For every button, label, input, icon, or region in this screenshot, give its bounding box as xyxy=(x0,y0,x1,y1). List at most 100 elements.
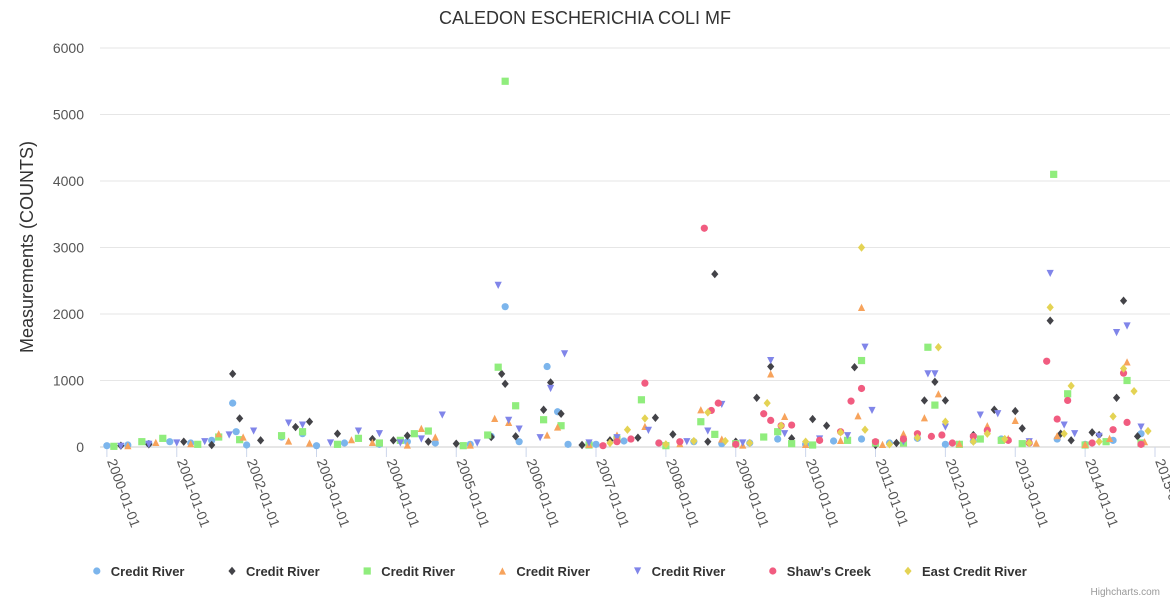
data-point xyxy=(540,416,548,424)
data-point xyxy=(704,437,712,446)
data-point xyxy=(721,436,729,446)
data-point xyxy=(501,379,509,389)
data-point xyxy=(781,412,789,421)
data-point xyxy=(767,416,775,424)
data-point xyxy=(714,399,722,407)
data-point xyxy=(861,425,869,434)
data-point xyxy=(920,396,929,405)
series-2 xyxy=(110,77,1145,450)
data-point xyxy=(1067,381,1075,391)
data-point xyxy=(857,435,866,443)
data-point xyxy=(1046,269,1054,278)
data-point xyxy=(920,414,929,422)
data-point xyxy=(236,436,244,444)
data-point xyxy=(208,436,216,444)
data-point xyxy=(431,433,439,441)
data-point xyxy=(452,439,460,448)
data-point xyxy=(1137,440,1145,448)
data-point xyxy=(641,414,649,423)
legend-item-1[interactable]: Credit River xyxy=(228,564,320,579)
data-point xyxy=(505,416,513,424)
series-5 xyxy=(599,224,1145,450)
data-point xyxy=(746,438,754,448)
data-point xyxy=(229,369,237,379)
legend-label: Credit River xyxy=(381,564,455,579)
legend-item-0[interactable]: Credit River xyxy=(93,564,185,579)
data-point xyxy=(546,378,555,387)
data-point xyxy=(1064,396,1072,405)
data-point xyxy=(173,439,181,447)
legend-symbol xyxy=(228,566,236,576)
data-point xyxy=(857,384,866,393)
data-point xyxy=(997,436,1005,444)
data-point xyxy=(1133,432,1142,441)
data-point xyxy=(201,438,209,446)
data-point xyxy=(354,427,363,435)
data-point xyxy=(494,363,502,371)
y-tick-label: 3000 xyxy=(53,240,84,256)
data-point xyxy=(994,410,1002,418)
data-point xyxy=(1032,439,1040,447)
data-point xyxy=(627,435,635,443)
data-point xyxy=(1018,440,1026,448)
data-point xyxy=(1001,434,1009,444)
data-point xyxy=(613,434,621,442)
x-tick-label: 2008-01-01 xyxy=(663,457,703,530)
data-point xyxy=(878,440,887,448)
legend-item-2[interactable]: Credit River xyxy=(363,564,455,579)
data-point xyxy=(515,425,523,433)
data-point xyxy=(1119,369,1128,377)
data-point xyxy=(644,426,653,434)
data-point xyxy=(931,377,939,387)
data-point xyxy=(585,439,593,447)
legend-symbol xyxy=(93,567,101,575)
data-point xyxy=(1119,364,1128,373)
legend-label: Shaw's Creek xyxy=(787,564,872,579)
data-point xyxy=(543,362,551,371)
data-point xyxy=(1025,438,1033,448)
data-point xyxy=(697,418,705,426)
data-point xyxy=(1067,436,1075,445)
data-point xyxy=(767,370,775,378)
data-point xyxy=(847,397,855,405)
data-point xyxy=(236,414,244,423)
data-point xyxy=(941,440,949,448)
data-point xyxy=(690,436,698,446)
data-point xyxy=(239,433,247,441)
data-point xyxy=(809,414,817,424)
data-point xyxy=(1123,376,1131,385)
data-point xyxy=(1109,412,1117,421)
data-point xyxy=(536,434,544,442)
data-point xyxy=(857,243,866,252)
x-tick-label: 2011-01-01 xyxy=(873,457,912,529)
data-point xyxy=(1088,439,1096,447)
data-point xyxy=(934,390,942,398)
data-point xyxy=(333,429,342,438)
data-point xyxy=(403,431,411,440)
data-point xyxy=(1064,390,1072,398)
legend-item-4[interactable]: Credit River xyxy=(634,564,725,579)
x-axis-ticks: 2000-01-01 2001-01-01 2002-01-01 2003-01-01… xyxy=(104,447,1170,530)
data-point xyxy=(484,431,492,439)
legend-item-5[interactable]: Shaw's Creek xyxy=(769,564,872,579)
legend-item-6[interactable]: East Credit River xyxy=(904,564,1027,579)
data-point xyxy=(103,442,111,450)
data-point xyxy=(498,369,506,379)
data-point xyxy=(1095,432,1103,440)
data-point xyxy=(711,269,719,279)
data-point xyxy=(634,433,642,442)
data-point xyxy=(700,224,708,232)
data-point xyxy=(739,439,747,447)
data-point xyxy=(676,438,684,446)
data-point xyxy=(885,440,894,449)
legend-symbol xyxy=(498,567,506,575)
data-point xyxy=(1123,322,1131,330)
data-point xyxy=(459,442,467,450)
data-point xyxy=(368,438,377,446)
data-point xyxy=(438,411,446,419)
x-tick-label: 2009-01-01 xyxy=(733,457,773,530)
legend-item-3[interactable]: Credit River xyxy=(498,564,590,579)
data-point xyxy=(976,435,984,443)
x-tick-label: 2012-01-01 xyxy=(943,457,983,530)
credits[interactable]: Highcharts.com xyxy=(1091,587,1160,598)
